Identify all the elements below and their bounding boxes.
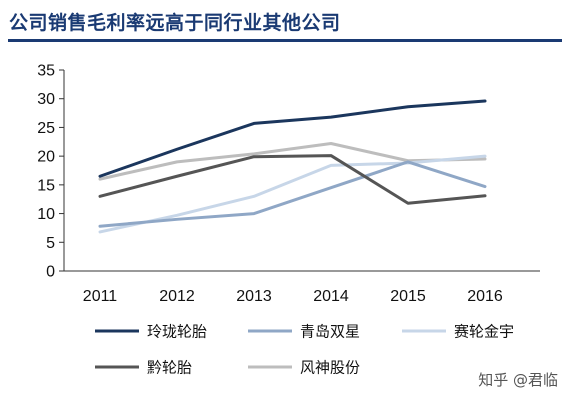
chart-axes: 0 5 10 15 20 25 30 35 2011 2012 2013 2014 2015 2016 [37,63,540,305]
chart-title: 公司销售毛利率远高于同行业其他公司 [9,12,341,34]
y-tick-label: 5 [46,235,55,252]
series-line-2 [98,160,487,228]
legend-label-3: 赛轮金宇 [454,323,514,341]
x-tick-label: 2016 [467,288,503,305]
series-line-4 [98,154,487,205]
title-underline [8,39,562,42]
legend-label-5: 风神股份 [300,359,360,377]
x-tick-label: 2015 [390,288,426,305]
y-tick-label: 15 [37,177,55,194]
x-tick-label: 2011 [83,288,118,305]
y-tick-label: 0 [46,264,55,281]
y-tick-label: 25 [37,120,55,137]
y-tick-label: 35 [37,63,55,80]
y-tick-label: 10 [37,206,55,223]
series-line-1 [98,99,487,178]
legend-label-1: 玲珑轮胎 [147,323,207,341]
x-tick-label: 2012 [159,288,195,305]
watermark-text: 知乎 @君临 [478,371,558,389]
chart-series [98,99,487,234]
y-tick-label: 20 [37,149,55,166]
x-tick-label: 2014 [313,288,349,305]
y-tick-label: 30 [37,91,55,108]
legend-label-4: 黔轮胎 [147,359,192,377]
legend-label-2: 青岛双星 [300,323,360,341]
series-line-3 [98,154,487,234]
x-tick-label: 2013 [236,288,272,305]
chart-header: 公司销售毛利率远高于同行业其他公司 [0,0,570,44]
